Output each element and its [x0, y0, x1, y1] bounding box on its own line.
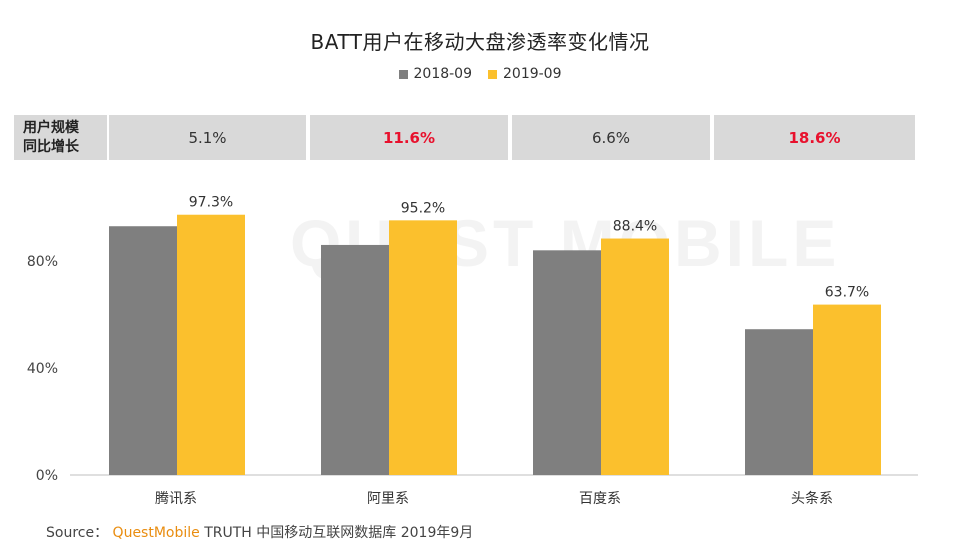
legend-swatch-2019: [488, 69, 497, 79]
legend-label-2019: 2019-09: [503, 66, 562, 82]
growth-cell-baidu: 6.6%: [512, 115, 710, 160]
source-prefix: Source：: [46, 525, 109, 541]
bar-2019: [813, 304, 881, 475]
growth-cell-alibaba: 11.6%: [310, 115, 508, 160]
y-tick-label: 80%: [27, 254, 58, 270]
bar-2018: [533, 250, 601, 475]
x-tick-label: 腾讯系: [155, 490, 197, 507]
legend-label-2018: 2018-09: [413, 66, 473, 82]
chart-title: BATT用户在移动大盘渗透率变化情况: [310, 30, 650, 54]
growth-header-line1: 用户规模: [23, 119, 79, 136]
legend-swatch-2018: [398, 69, 408, 79]
data-label: 88.4%: [613, 219, 657, 235]
bar-2018: [109, 226, 177, 475]
growth-header-line2: 同比增长: [23, 138, 79, 155]
legend-item-2019: 2019-09: [488, 66, 562, 82]
source-brand: QuestMobile: [112, 525, 200, 541]
x-tick-label: 百度系: [579, 491, 621, 507]
x-tick-label: 头条系: [791, 490, 833, 507]
legend-item-2018: 2018-09: [398, 66, 473, 82]
data-label: 63.7%: [825, 285, 869, 301]
data-label: 95.2%: [401, 200, 445, 216]
y-tick-label: 40%: [27, 361, 58, 377]
source-text: TRUTH 中国移动互联网数据库 2019年9月: [204, 525, 474, 541]
chart-legend: 2018-09 2019-09: [0, 66, 960, 82]
x-tick-label: 阿里系: [367, 491, 409, 507]
y-tick-label: 0%: [36, 468, 58, 484]
growth-cell-tencent: 5.1%: [109, 115, 306, 160]
bar-2018: [321, 244, 389, 475]
bar-2018: [745, 329, 813, 475]
bar-2019: [177, 214, 245, 475]
bar-2019: [389, 220, 457, 475]
bar-2019: [601, 238, 669, 475]
source-note: Source： QuestMobile TRUTH 中国移动互联网数据库 201…: [46, 522, 473, 542]
growth-cell-toutiao: 18.6%: [714, 115, 915, 160]
data-label: 97.3%: [189, 195, 233, 211]
growth-row-header: 用户规模 同比增长: [14, 115, 107, 160]
